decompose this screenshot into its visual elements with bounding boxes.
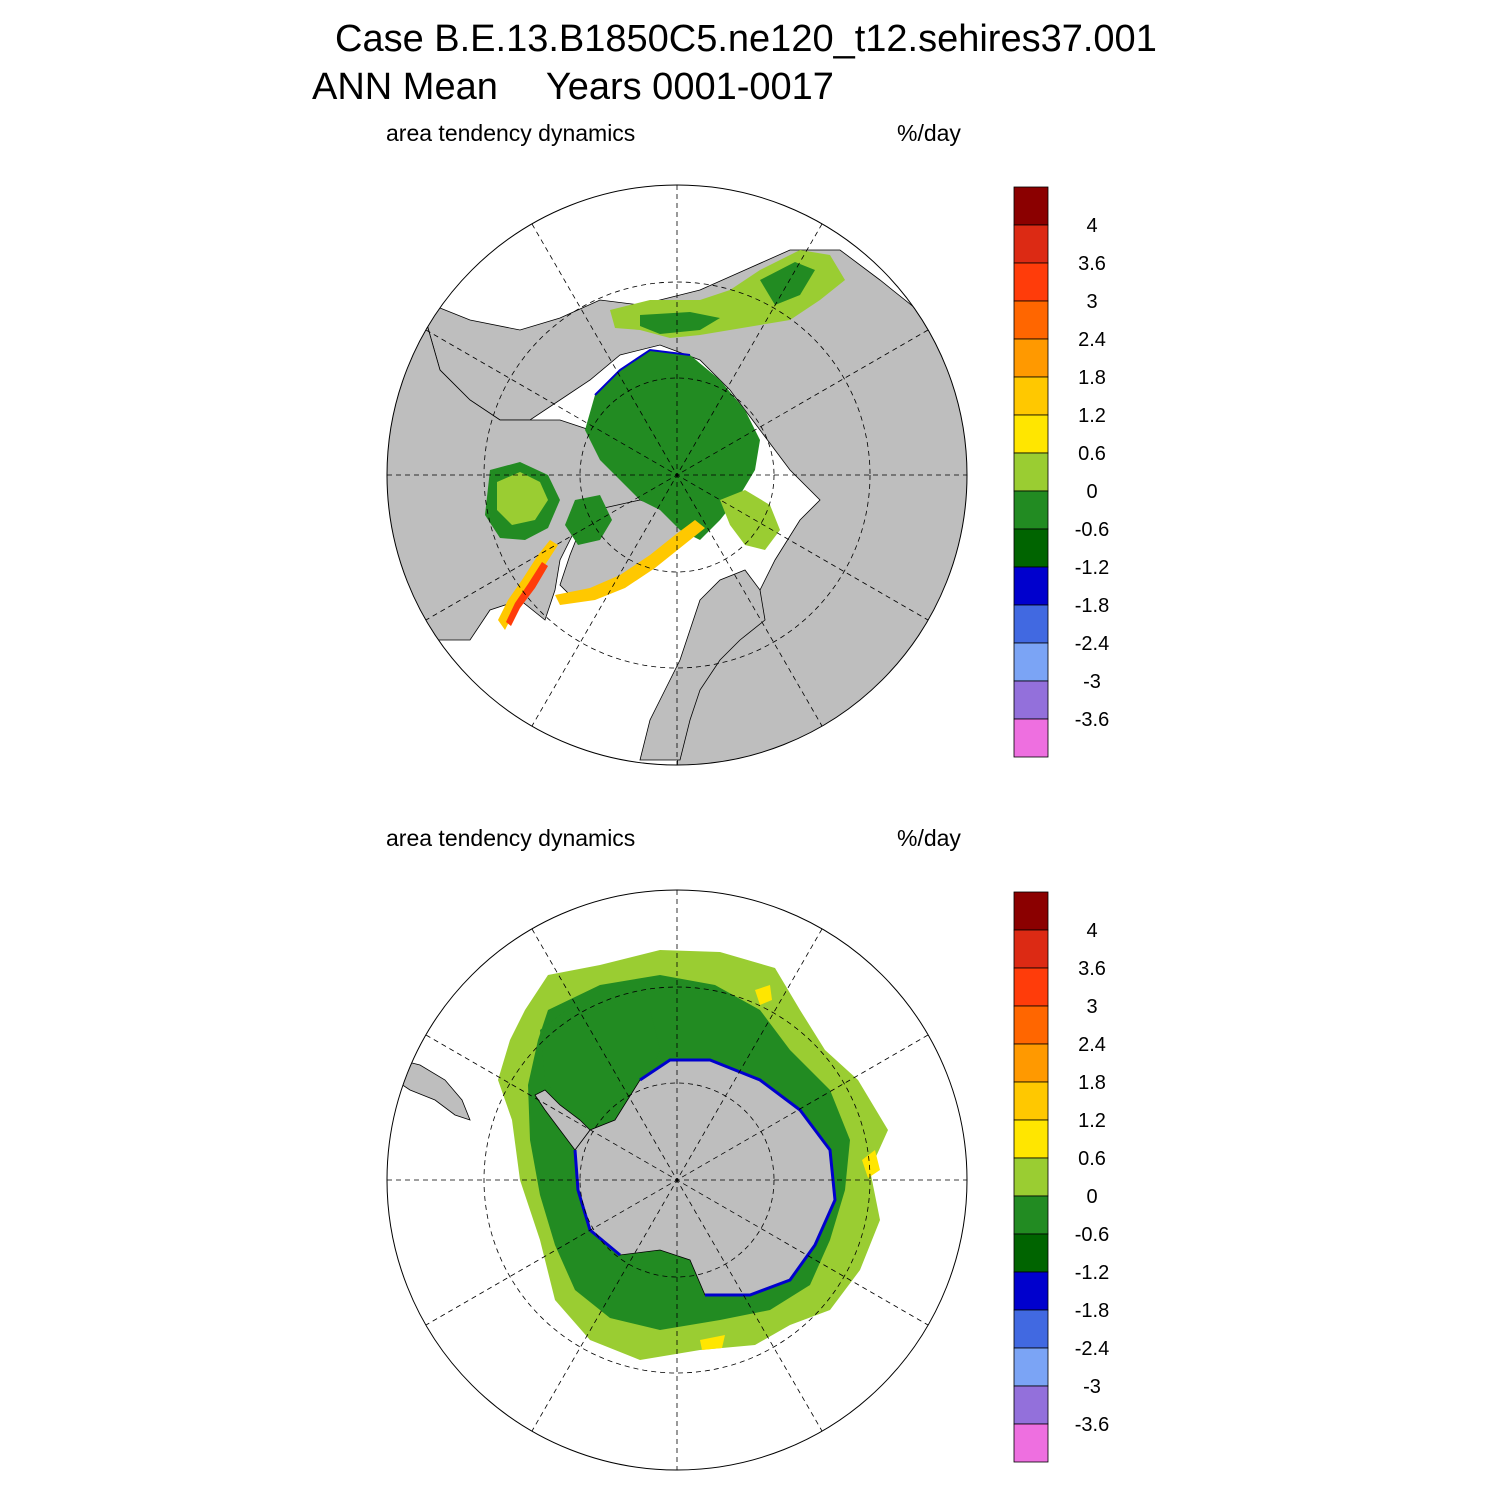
greenland-east-ice-edge xyxy=(555,520,705,605)
colorbar-tick-label: 3 xyxy=(1086,291,1097,313)
south-polar-map xyxy=(386,889,968,1471)
colorbar-swatch xyxy=(1013,186,1049,226)
colorbar-tick-label: -3.6 xyxy=(1075,1414,1109,1436)
colorbar-tick-label: -2.4 xyxy=(1075,1338,1109,1360)
labrador-ice-edge-red xyxy=(506,562,548,626)
years-label: Years 0001-0017 xyxy=(545,66,834,108)
colorbar-tick-label: 2.4 xyxy=(1078,329,1106,351)
colorbar-tick-label: 3 xyxy=(1086,996,1097,1018)
bering-sea-ice xyxy=(640,312,720,334)
colorbar-swatch xyxy=(1013,338,1049,378)
colorbar-tick-label: -1.2 xyxy=(1075,557,1109,579)
colorbar-swatch xyxy=(1013,718,1049,758)
colorbar-tick-label: 1.2 xyxy=(1078,405,1106,427)
colorbar-tick-label: 4 xyxy=(1086,215,1097,237)
south-colorbar: 4 3.6 3 2.4 1.8 1.2 0.6 0 -0.6 -1.2 -1.8 -2.4 -3 -3.6 xyxy=(1013,891,1109,1463)
south-graticule xyxy=(387,890,967,1470)
colorbar-swatch xyxy=(1013,1005,1049,1045)
colorbar-tick-label: -0.6 xyxy=(1075,519,1109,541)
colorbar-tick-label: 0.6 xyxy=(1078,443,1106,465)
colorbar-swatch xyxy=(1013,604,1049,644)
colorbar-swatch xyxy=(1013,929,1049,969)
colorbar-tick-label: -1.8 xyxy=(1075,595,1109,617)
colorbar-swatch xyxy=(1013,1195,1049,1235)
south-panel-variable-label: area tendency dynamics xyxy=(386,825,636,851)
north-graticule xyxy=(387,185,967,765)
colorbar-swatch xyxy=(1013,566,1049,606)
colorbar-swatch xyxy=(1013,967,1049,1007)
colorbar-swatch xyxy=(1013,1309,1049,1349)
colorbar-swatch xyxy=(1013,1347,1049,1387)
colorbar-tick-label: 1.8 xyxy=(1078,367,1106,389)
figure-title-period: ANN Mean Years 0001-0017 xyxy=(312,66,834,109)
colorbar-swatch xyxy=(1013,1081,1049,1121)
ice-edge-blue xyxy=(594,348,691,396)
colorbar-tick-label: 1.8 xyxy=(1078,1072,1106,1094)
colorbar-tick-label: -2.4 xyxy=(1075,633,1109,655)
colorbar-tick-label: 2.4 xyxy=(1078,1034,1106,1056)
north-panel-variable-label: area tendency dynamics xyxy=(386,120,636,146)
colorbar-tick-label: 3.6 xyxy=(1078,958,1106,980)
colorbar-swatch xyxy=(1013,1271,1049,1311)
colorbar-tick-label: -3 xyxy=(1083,1376,1101,1398)
colorbar-tick-label: 0 xyxy=(1086,1186,1097,1208)
antarctic-peninsula xyxy=(534,1089,591,1151)
okhotsk-ice xyxy=(760,262,815,305)
colorbar-tick-label: -1.2 xyxy=(1075,1262,1109,1284)
colorbar-swatch xyxy=(1013,300,1049,340)
colorbar-tick-label: 0 xyxy=(1086,481,1097,503)
colorbar-swatch xyxy=(1013,1423,1049,1463)
colorbar-swatch xyxy=(1013,224,1049,264)
colorbar-swatch xyxy=(1013,452,1049,492)
hudson-interior-ice xyxy=(497,472,548,525)
colorbar-swatch xyxy=(1013,414,1049,454)
colorbar-swatch xyxy=(1013,528,1049,568)
antarctic-coastal-rim xyxy=(639,1058,837,1297)
south-panel-units-label: %/day xyxy=(897,825,961,851)
colorbar-swatch xyxy=(1013,1119,1049,1159)
barents-ice-edge xyxy=(720,490,780,550)
north-panel-units-label: %/day xyxy=(897,120,961,146)
positive-spot-south xyxy=(700,1335,725,1350)
arctic-sea-ice xyxy=(585,350,760,540)
positive-spot-north xyxy=(755,985,772,1005)
mean-label: ANN Mean xyxy=(312,66,498,108)
figure-title-case: Case B.E.13.B1850C5.ne120_t12.sehires37.… xyxy=(335,18,1157,60)
colorbar-swatch xyxy=(1013,1233,1049,1273)
positive-spot-east xyxy=(862,1150,880,1178)
europe-landmass xyxy=(639,569,766,761)
colorbar-swatch xyxy=(1013,642,1049,682)
colorbar-tick-label: -0.6 xyxy=(1075,1224,1109,1246)
colorbar-tick-label: 0.6 xyxy=(1078,1148,1106,1170)
north-polar-map xyxy=(386,184,968,766)
colorbar-swatch xyxy=(1013,1043,1049,1083)
colorbar-tick-label: -1.8 xyxy=(1075,1300,1109,1322)
colorbar-swatch xyxy=(1013,262,1049,302)
colorbar-swatch xyxy=(1013,490,1049,530)
colorbar-tick-label: 1.2 xyxy=(1078,1110,1106,1132)
colorbar-swatch xyxy=(1013,680,1049,720)
colorbar-tick-label: -3 xyxy=(1083,671,1101,693)
colorbar-tick-label: 4 xyxy=(1086,920,1097,942)
colorbar-tick-label: -3.6 xyxy=(1075,709,1109,731)
weddell-sea-ice xyxy=(540,995,660,1125)
north-colorbar: 4 3.6 3 2.4 1.8 1.2 0.6 0 -0.6 -1.2 -1.8 -2.4 -3 -3.6 xyxy=(1013,186,1109,758)
colorbar-swatch xyxy=(1013,376,1049,416)
colorbar-swatch xyxy=(1013,1385,1049,1425)
colorbar-swatch xyxy=(1013,1157,1049,1197)
antarctic-coastal-rim-west xyxy=(573,1149,621,1257)
colorbar-swatch xyxy=(1013,891,1049,931)
colorbar-tick-label: 3.6 xyxy=(1078,253,1106,275)
